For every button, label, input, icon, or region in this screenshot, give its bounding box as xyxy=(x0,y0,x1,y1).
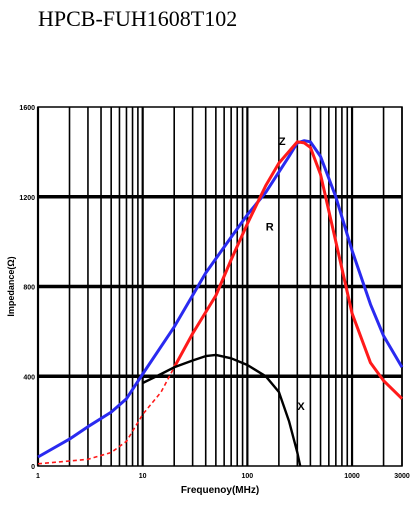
series-lines xyxy=(37,139,404,467)
part-title: HPCB-FUH1608T102 xyxy=(38,6,238,31)
y-tick-label: 1600 xyxy=(19,105,35,112)
series-label-r: R xyxy=(266,221,274,233)
series-label-z: Z xyxy=(279,136,286,148)
x-tick-label: 1000 xyxy=(344,473,360,480)
x-tick-label: 10 xyxy=(139,473,147,480)
series-labels: Z R X xyxy=(266,136,306,413)
y-tick-label: 0 xyxy=(31,464,35,471)
x-tick-label: 1 xyxy=(36,473,40,480)
plot-frame xyxy=(37,106,403,467)
series-z-line xyxy=(37,139,404,459)
y-tick-label: 1200 xyxy=(19,195,35,202)
series-r-line xyxy=(172,140,404,400)
x-tick-label: 100 xyxy=(242,473,254,480)
grid-lines xyxy=(36,107,403,466)
series-x-line xyxy=(142,353,302,467)
series-label-x: X xyxy=(297,401,305,413)
x-tick-label: 3000 xyxy=(394,473,410,480)
y-tick-label: 400 xyxy=(23,374,35,381)
x-axis-label: Frequenoy(MHz) xyxy=(181,485,259,496)
series-r-line-dashed xyxy=(37,366,175,465)
y-tick-label: 800 xyxy=(23,285,35,292)
y-axis-label: Impedance(Ω) xyxy=(6,256,16,316)
axis-ticks: 1 10 100 1000 3000 0 400 800 1200 1600 xyxy=(19,105,409,480)
